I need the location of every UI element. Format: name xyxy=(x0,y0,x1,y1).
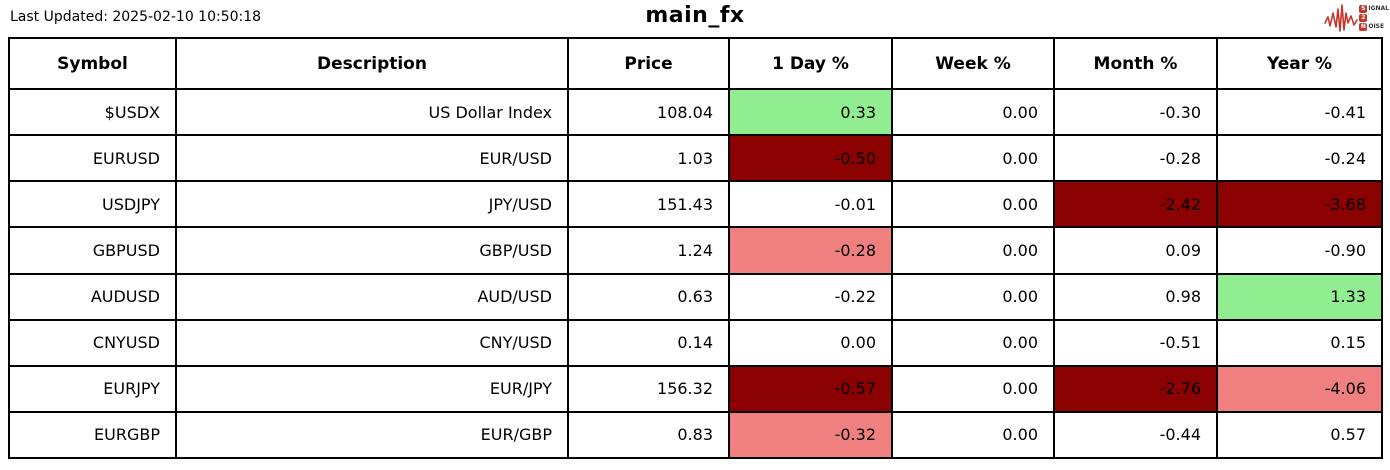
fx-table: Symbol Description Price 1 Day % Week % Month… xyxy=(8,37,1383,460)
price-cell: 156.32 xyxy=(567,364,730,413)
price-cell: 0.83 xyxy=(567,410,730,460)
logo-signal-label: IGNAL xyxy=(1368,5,1389,12)
month-pct-cell: 0.09 xyxy=(1053,226,1218,275)
col-header-day-pct: 1 Day % xyxy=(728,37,893,90)
week-pct-cell: 0.00 xyxy=(891,134,1055,183)
day-pct-cell: 0.00 xyxy=(728,318,893,367)
logo-line-signal: S IGNAL xyxy=(1359,5,1389,13)
week-pct-cell: 0.00 xyxy=(891,180,1055,229)
waveform-icon xyxy=(1324,4,1359,32)
logo-badge-s: S xyxy=(1359,5,1368,13)
day-pct-cell: 0.33 xyxy=(728,87,893,137)
year-pct-cell: -3.68 xyxy=(1216,180,1383,229)
col-header-week-pct: Week % xyxy=(891,37,1055,90)
price-cell: 0.14 xyxy=(567,318,730,367)
symbol-cell: GBPUSD xyxy=(8,226,177,275)
month-pct-cell: -0.30 xyxy=(1053,87,1218,137)
price-cell: 151.43 xyxy=(567,180,730,229)
table-row: AUDUSD AUD/USD 0.63 -0.22 0.00 0.98 1.33 xyxy=(8,272,1383,321)
month-pct-cell: -2.76 xyxy=(1053,364,1218,413)
week-pct-cell: 0.00 xyxy=(891,318,1055,367)
table-row: $USDX US Dollar Index 108.04 0.33 0.00 -0.30-… xyxy=(8,87,1383,137)
description-cell: US Dollar Index xyxy=(175,87,569,137)
symbol-cell: EURGBP xyxy=(8,410,177,460)
month-pct-cell: -2.42 xyxy=(1053,180,1218,229)
year-pct-cell: 1.33 xyxy=(1216,272,1383,321)
day-pct-cell: -0.22 xyxy=(728,272,893,321)
symbol-cell: CNYUSD xyxy=(8,318,177,367)
day-pct-cell: -0.28 xyxy=(728,226,893,275)
symbol-cell: AUDUSD xyxy=(8,272,177,321)
logo-line-noise: N OISE xyxy=(1359,23,1389,31)
month-pct-cell: -0.28 xyxy=(1053,134,1218,183)
table-header-row: Symbol Description Price 1 Day % Week % Month… xyxy=(8,37,1383,90)
table-row: EURUSD EUR/USD 1.03 -0.50 0.00 -0.28 -0.24 xyxy=(8,134,1383,183)
year-pct-cell: -4.06 xyxy=(1216,364,1383,413)
year-pct-cell: -0.90 xyxy=(1216,226,1383,275)
day-pct-cell: -0.32 xyxy=(728,410,893,460)
week-pct-cell: 0.00 xyxy=(891,364,1055,413)
week-pct-cell: 0.00 xyxy=(891,410,1055,460)
logo-noise-label: OISE xyxy=(1368,23,1385,30)
logo-badge-2: 2 xyxy=(1359,14,1368,22)
symbol-cell: $USDX xyxy=(8,87,177,137)
year-pct-cell: 0.57 xyxy=(1216,410,1383,460)
col-header-symbol: Symbol xyxy=(8,37,177,90)
logo-text: S IGNAL 2 N OISE xyxy=(1359,5,1389,31)
last-updated-label: Last Updated: 2025-02-10 10:50:18 xyxy=(10,9,262,25)
col-header-description: Description xyxy=(175,37,569,90)
description-cell: JPY/USD xyxy=(175,180,569,229)
description-cell: CNY/USD xyxy=(175,318,569,367)
year-pct-cell: -0.24 xyxy=(1216,134,1383,183)
table-row: CNYUSD CNY/USD 0.14 0.00 0.00 -0.51 0.15 xyxy=(8,318,1383,367)
col-header-year-pct: Year % xyxy=(1216,37,1383,90)
col-header-price: Price xyxy=(567,37,730,90)
year-pct-cell: -0.41 xyxy=(1216,87,1383,137)
price-cell: 108.04 xyxy=(567,87,730,137)
symbol-cell: USDJPY xyxy=(8,180,177,229)
signal2noise-logo: S IGNAL 2 N OISE xyxy=(1324,2,1389,34)
page-title: main_fx xyxy=(645,3,745,28)
price-cell: 1.03 xyxy=(567,134,730,183)
month-pct-cell: 0.98 xyxy=(1053,272,1218,321)
description-cell: GBP/USD xyxy=(175,226,569,275)
week-pct-cell: 0.00 xyxy=(891,226,1055,275)
week-pct-cell: 0.00 xyxy=(891,272,1055,321)
table-row: EURGBP EUR/GBP 0.83 -0.32 0.00 -0.44 0.57 xyxy=(8,410,1383,460)
price-cell: 0.63 xyxy=(567,272,730,321)
symbol-cell: EURJPY xyxy=(8,364,177,413)
price-cell: 1.24 xyxy=(567,226,730,275)
description-cell: EUR/JPY xyxy=(175,364,569,413)
col-header-month-pct: Month % xyxy=(1053,37,1218,90)
table-row: USDJPY JPY/USD 151.43 -0.01 0.00 -2.42 -3.68 xyxy=(8,180,1383,229)
day-pct-cell: -0.01 xyxy=(728,180,893,229)
description-cell: EUR/USD xyxy=(175,134,569,183)
year-pct-cell: 0.15 xyxy=(1216,318,1383,367)
description-cell: EUR/GBP xyxy=(175,410,569,460)
month-pct-cell: -0.44 xyxy=(1053,410,1218,460)
symbol-cell: EURUSD xyxy=(8,134,177,183)
logo-badge-n: N xyxy=(1359,23,1368,31)
week-pct-cell: 0.00 xyxy=(891,87,1055,137)
description-cell: AUD/USD xyxy=(175,272,569,321)
day-pct-cell: -0.50 xyxy=(728,134,893,183)
day-pct-cell: -0.57 xyxy=(728,364,893,413)
logo-line-two: 2 xyxy=(1359,14,1389,22)
table-row: GBPUSD GBP/USD 1.24 -0.28 0.00 0.09 -0.90 xyxy=(8,226,1383,275)
table-row: EURJPY EUR/JPY 156.32 -0.57 0.00 -2.76 -4.06 xyxy=(8,364,1383,413)
month-pct-cell: -0.51 xyxy=(1053,318,1218,367)
